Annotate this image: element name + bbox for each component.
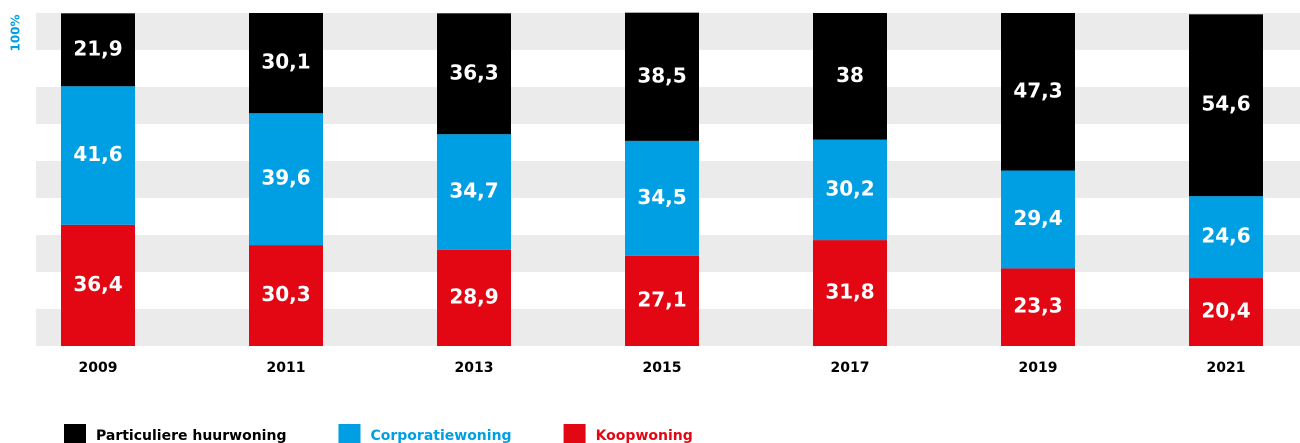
legend-label: Particuliere huurwoning [96,428,286,443]
data-label: 34,5 [637,185,686,209]
bar-segment [61,224,135,346]
x-tick-label: 2013 [455,360,494,376]
bar-segment [61,13,135,87]
data-label: 38,5 [637,63,686,87]
bar-segment [1189,14,1263,197]
data-label: 30,3 [261,282,310,306]
bar-segment [625,255,699,346]
data-label: 28,9 [449,284,498,308]
bar-segment [1001,268,1075,346]
data-label: 27,1 [637,287,686,311]
legend-swatch [338,424,361,443]
bar-segment [1189,196,1263,279]
x-tick-label: 2009 [79,360,118,376]
bar-segment [437,134,511,250]
bar-segment [625,12,699,141]
x-tick-label: 2021 [1207,360,1246,376]
data-label: 31,8 [825,280,874,304]
data-label: 30,1 [261,50,310,74]
data-label: 36,3 [449,60,498,84]
data-label: 38 [836,63,864,87]
bar-segment [249,13,323,114]
legend-swatch [64,424,86,443]
bar-segment [813,13,887,140]
bar-segment [437,13,511,135]
x-tick-label: 2019 [1019,360,1058,376]
x-tick-label: 2017 [831,360,870,376]
data-label: 29,4 [1013,206,1062,230]
legend-label: Koopwoning [596,428,693,443]
data-label: 21,9 [73,36,122,60]
x-tick-label: 2011 [267,360,306,376]
data-label: 23,3 [1013,294,1062,318]
data-label: 30,2 [825,176,874,200]
bar-segment [1189,278,1263,346]
y-tick-label: 100% [9,14,23,51]
bar-segment [249,113,323,246]
data-label: 39,6 [261,166,310,190]
bar-segment [1001,170,1075,269]
bar-segment [813,139,887,241]
bar-segment [813,240,887,346]
data-label: 34,7 [449,178,498,202]
data-label: 47,3 [1013,78,1062,102]
data-label: 20,4 [1201,299,1250,323]
data-label: 24,6 [1201,224,1250,248]
data-label: 36,4 [73,272,122,296]
bar-segment [61,86,135,225]
bar-segment [625,140,699,256]
x-tick-label: 2015 [643,360,682,376]
data-label: 41,6 [73,142,122,166]
bar-segment [437,249,511,346]
legend-swatch [563,424,586,443]
legend-label: Corporatiewoning [370,428,511,443]
bar-segment [1001,13,1075,171]
bar-segment [249,245,323,346]
data-label: 54,6 [1201,92,1250,116]
